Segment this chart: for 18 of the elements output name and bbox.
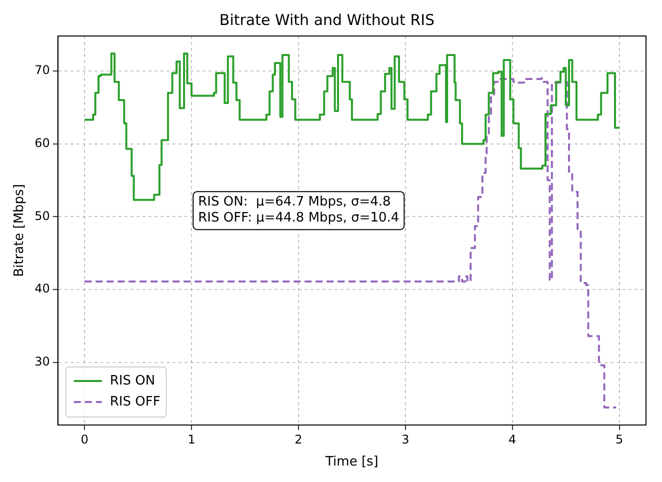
y-tick-label: 70 — [34, 63, 50, 78]
y-tick-label: 40 — [34, 282, 50, 296]
x-tick-label: 2 — [294, 432, 302, 446]
annotation: RIS ON: μ=64.7 Mbps, σ=4.8 — [198, 194, 391, 210]
x-axis-title: Time [s] — [324, 454, 378, 470]
x-tick-label: 5 — [615, 432, 624, 446]
y-tick-label: 50 — [34, 208, 50, 223]
legend-label: RIS ON — [110, 373, 156, 388]
annotation: RIS OFF: μ=44.8 Mbps, σ=10.4 — [198, 210, 400, 226]
x-tick-label: 1 — [188, 432, 196, 446]
x-tick-label: 3 — [402, 432, 410, 446]
x-tick-label: 4 — [508, 432, 516, 446]
y-tick-label: 30 — [34, 354, 50, 368]
y-tick-label: 60 — [34, 136, 50, 150]
x-tick-label: 0 — [80, 432, 88, 446]
y-axis-title: Bitrate [Mbps] — [12, 184, 28, 277]
legend-label: RIS OFF — [110, 394, 160, 410]
chart-title: Bitrate With and Without RIS — [219, 10, 435, 29]
